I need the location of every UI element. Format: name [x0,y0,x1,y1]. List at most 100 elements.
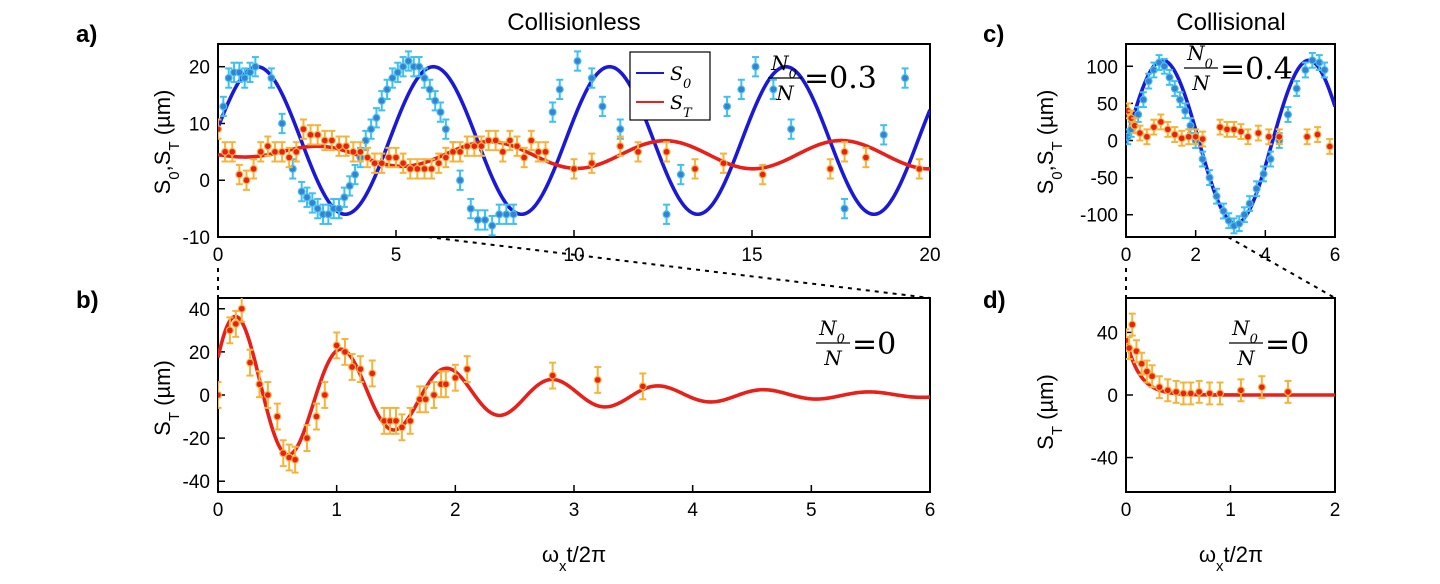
marker [356,365,365,374]
marker [263,391,272,400]
y-tick-label-b: -20 [183,429,210,450]
data-point-a-3 [270,141,279,163]
data-point-a-2 [251,56,260,78]
marker [263,142,272,151]
data-point-a-2 [436,101,445,123]
data-point-b-1 [593,365,602,394]
data-point-a-2 [441,118,450,140]
marker [1134,110,1143,119]
marker [421,395,430,404]
data-point-b-1 [246,348,255,377]
data-point-a-3 [221,141,230,163]
marker [278,147,287,156]
data-point-a-2 [598,95,607,118]
marker [466,204,475,213]
data-point-d-1 [1195,379,1204,404]
x-tick-label-c: 4 [1260,245,1271,266]
data-point-a-2 [548,101,557,123]
data-point-a-3 [470,135,479,157]
marker [1245,199,1254,208]
data-point-b-1 [441,370,450,399]
marker [292,147,301,156]
marker [769,85,778,94]
data-point-a-3 [327,129,336,152]
data-point-b-1 [255,370,264,399]
marker [1155,383,1164,392]
data-point-a-3 [691,158,700,180]
data-point-b-1 [463,355,472,384]
marker [1205,389,1214,398]
x-tick-label-a: 0 [213,245,224,266]
marker [320,136,329,145]
marker [662,210,671,219]
marker [251,62,260,71]
data-point-c-1 [1139,91,1148,109]
title-collisional: Collisional [1176,9,1285,36]
marker [1149,123,1158,132]
data-point-a-2 [662,203,671,225]
y-tick-label-d: 40 [1097,323,1118,344]
data-point-a-3 [228,141,237,163]
data-point-c-2 [1216,118,1225,136]
marker [420,74,429,83]
marker [1240,210,1249,219]
data-point-c-2 [1135,124,1144,142]
marker [235,68,244,77]
data-point-c-1 [1252,180,1261,198]
marker [1216,123,1225,132]
zoom-guides [217,236,1336,299]
data-point-a-2 [502,203,511,225]
data-point-a-2 [737,78,746,101]
marker [1144,77,1153,86]
marker [228,147,237,156]
marker [1325,142,1334,151]
marker [1128,320,1137,329]
x-tick-label-d: 2 [1330,500,1341,521]
annotation-b-den: N [823,346,843,370]
ylabel-b: ST (µm) [150,360,183,436]
x-tick-label-c: 6 [1330,245,1341,266]
data-point-c-2 [1325,138,1334,155]
data-point-a-3 [320,129,329,152]
marker [751,62,760,71]
data-point-c-1 [1165,68,1174,86]
data-point-a-3 [335,135,344,157]
panel-label-a: a) [76,21,97,48]
marker [441,125,450,134]
data-point-a-3 [719,152,728,174]
legend-box [629,51,711,121]
marker [249,164,258,173]
marker [451,373,460,382]
data-point-b-1 [273,402,282,431]
data-point-b-1 [356,355,365,384]
marker [368,369,377,378]
marker [456,147,465,156]
data-point-a-3 [242,169,251,191]
marker [548,371,557,380]
data-point-c-2 [1142,128,1151,146]
data-point-a-3 [505,129,514,152]
data-point-a-3 [484,129,493,152]
data-point-a-2 [473,209,482,231]
data-point-a-2 [425,78,434,101]
marker [879,130,888,139]
data-point-a-3 [634,141,643,163]
marker [1313,130,1322,139]
marker [1219,207,1228,216]
data-point-a-3 [915,158,924,180]
data-point-a-2 [351,163,360,186]
marker [351,170,360,179]
marker [436,108,445,117]
annotation-b: N0 N =0 [816,316,896,370]
marker [267,74,276,83]
marker [676,170,685,179]
marker [434,159,443,168]
data-point-a-2 [901,67,910,89]
data-point-c-2 [1303,128,1312,146]
marker [313,204,322,213]
data-point-b-1 [231,309,240,338]
data-point-a-2 [267,67,276,89]
data-point-b-1 [392,406,401,435]
data-point-a-2 [456,169,465,191]
data-point-b-1 [415,385,424,414]
